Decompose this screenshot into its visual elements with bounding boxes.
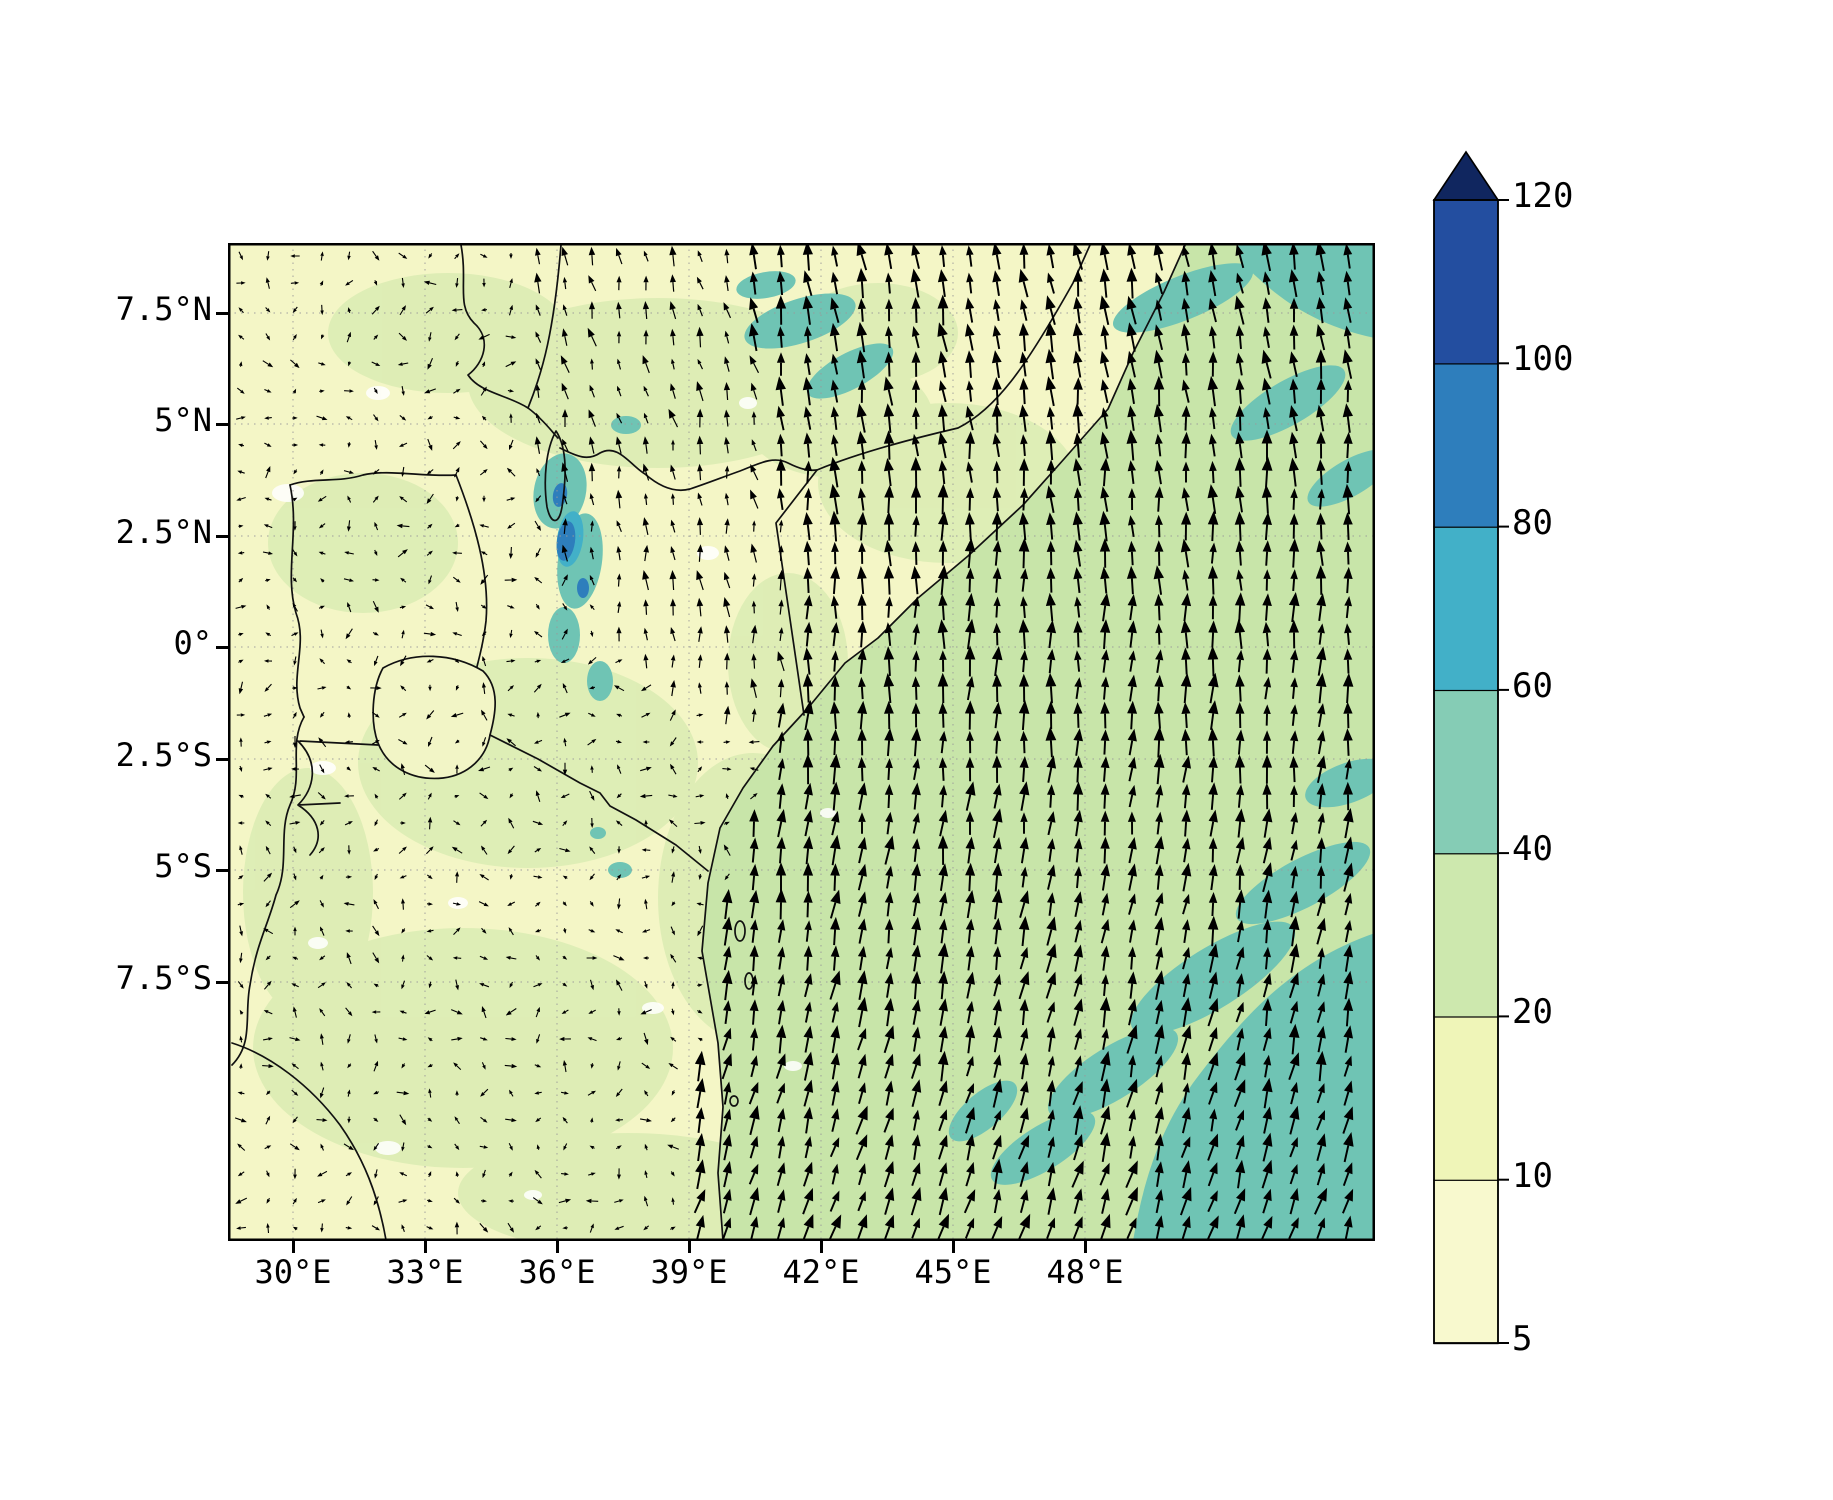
- x-tick-label: 45°E: [914, 1253, 992, 1291]
- colorbar-tick-label: 60: [1512, 665, 1553, 706]
- border-uganda-kenya: [455, 474, 488, 672]
- wind-arrow-shafts-strong-monsoon-flow-ocean-and-somalia: [693, 254, 1353, 1241]
- colorbar-segment-100-120: [1433, 199, 1499, 365]
- lake-tanganyika-shore: [231, 1042, 387, 1241]
- y-axis-tickmark: [216, 423, 228, 426]
- x-tick-label: 48°E: [1046, 1253, 1124, 1291]
- colorbar-segment-5-10: [1433, 1179, 1499, 1345]
- x-tick-label: 36°E: [518, 1253, 596, 1291]
- plot-frame: [228, 243, 1375, 1241]
- border-kenya-somalia: [775, 469, 818, 716]
- x-axis-tickmark: [820, 1241, 823, 1253]
- colorbar-segment-20-40: [1433, 852, 1499, 1018]
- colorbar-outline: [1433, 199, 1499, 1344]
- wind-80-100-cores-layer: [552, 483, 589, 598]
- border-ilemi-branch: [527, 244, 562, 409]
- y-tick-label: 7.5°S: [115, 959, 212, 997]
- border-ethiopia-somalia: [816, 244, 1091, 471]
- y-axis-tickmark: [216, 758, 228, 761]
- colorbar-tick-label: 80: [1512, 502, 1553, 543]
- island-mafia: [729, 1095, 739, 1107]
- x-axis-tickmark: [952, 1241, 955, 1253]
- wind-arrow-heads-strong-monsoon-flow-ocean-and-somalia: [694, 243, 1354, 1229]
- colorbar-swatches: [1432, 150, 1509, 1345]
- wind-arrows-layer: [234, 243, 1354, 1241]
- colorbar-tick-label: 5: [1512, 1319, 1533, 1359]
- y-tick-label: 5°S: [154, 847, 212, 885]
- x-axis-tickmark: [688, 1241, 691, 1253]
- island-pemba: [734, 920, 746, 942]
- y-axis-tickmark: [216, 312, 228, 315]
- border-western-rift: [231, 716, 305, 1066]
- colorbar-segment-10-20: [1433, 1015, 1499, 1181]
- y-tick-label: 2.5°S: [115, 736, 212, 774]
- y-tick-label: 7.5°N: [115, 290, 212, 328]
- colorbar-segment-80-100: [1433, 362, 1499, 528]
- border-uganda-west: [289, 484, 305, 718]
- y-axis-tickmark: [216, 869, 228, 872]
- wind-arrow-shafts-light-variable-interior: [234, 250, 760, 1235]
- wind-arrow-shafts-moderate-southerlies-northern-kenya-south-ethiopia: [537, 254, 785, 725]
- colorbar-segment-60-80: [1433, 526, 1499, 692]
- y-tick-label: 0°: [173, 624, 212, 662]
- colorbar-tick-label: 120: [1512, 176, 1574, 216]
- x-tick-label: 33°E: [386, 1253, 464, 1291]
- colorbar-tick-labels: 5 10 20 40 60 80 100 120: [1512, 150, 1662, 1400]
- border-coastline: [701, 243, 1187, 1241]
- x-axis-tickmark: [556, 1241, 559, 1253]
- x-tick-label: 30°E: [254, 1253, 332, 1291]
- border-uganda-north: [289, 471, 457, 486]
- border-kenya-tanzania: [489, 734, 709, 872]
- y-tick-label: 2.5°N: [115, 513, 212, 551]
- colorbar: [1432, 150, 1512, 1400]
- colorbar-tick-label: 10: [1512, 1155, 1553, 1196]
- wind-40-60-patches-layer: [533, 243, 1375, 1241]
- y-axis-tickmark: [216, 535, 228, 538]
- x-axis-tickmark: [424, 1241, 427, 1253]
- y-axis-tickmark: [216, 981, 228, 984]
- map-plot-area: [228, 243, 1375, 1241]
- border-ethiopia-kenya: [559, 447, 818, 492]
- x-tick-label: 39°E: [650, 1253, 728, 1291]
- lake-victoria-outline: [372, 655, 496, 780]
- colorbar-extend-max-arrow: [1432, 150, 1500, 201]
- y-tick-label: 5°N: [154, 401, 212, 439]
- colorbar-segment-40-60: [1433, 689, 1499, 855]
- lake-turkana-outline: [544, 430, 566, 522]
- x-axis-tickmark: [292, 1241, 295, 1253]
- colorbar-tick-label: 20: [1512, 992, 1553, 1033]
- x-tick-label: 42°E: [782, 1253, 860, 1291]
- border-rwanda-burundi: [297, 740, 379, 856]
- wind-speed-map: [228, 243, 1375, 1241]
- colorbar-tick-label: 40: [1512, 829, 1553, 870]
- colorbar-tick-label: 100: [1512, 339, 1574, 380]
- x-axis-tickmark: [1084, 1241, 1087, 1253]
- y-axis-tickmark: [216, 646, 228, 649]
